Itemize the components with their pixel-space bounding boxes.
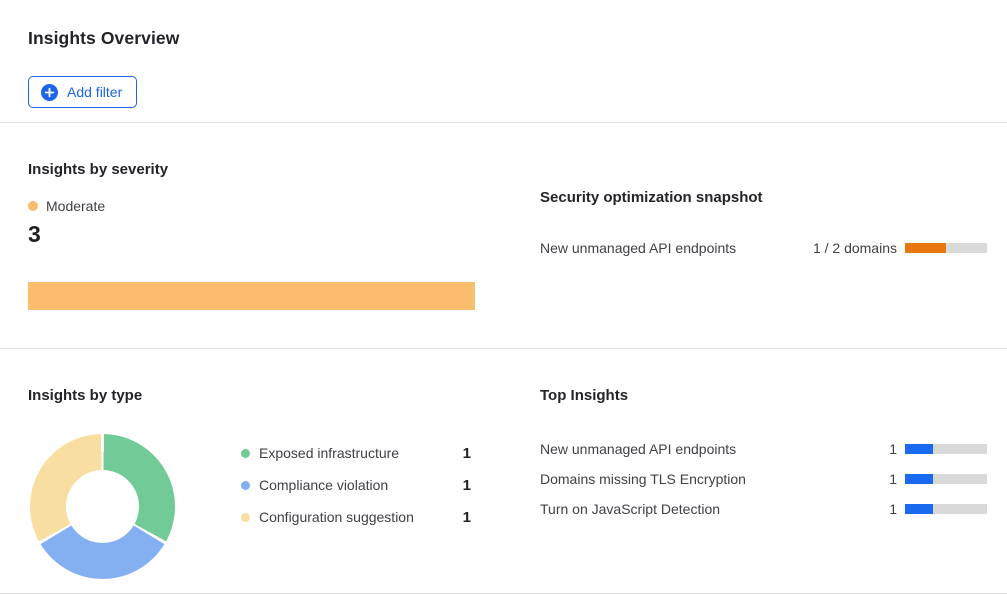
- add-filter-button[interactable]: Add filter: [28, 76, 138, 108]
- type-legend: Exposed infrastructure 1 Compliance viol…: [241, 437, 471, 533]
- severity-count: 3: [28, 221, 41, 247]
- top-insight-label: Turn on JavaScript Detection: [540, 501, 721, 517]
- top-insight-label: Domains missing TLS Encryption: [540, 471, 746, 487]
- top-insights-section-title: Top Insights: [540, 387, 629, 404]
- type-donut-chart: [30, 434, 175, 579]
- top-insight-bar: [905, 444, 987, 454]
- page-title: Insights Overview: [28, 28, 180, 48]
- type-legend-value: 1: [462, 476, 471, 494]
- snapshot-row: New unmanaged API endpoints 1 / 2 domain…: [540, 240, 987, 256]
- divider: [0, 348, 1007, 349]
- green-legend-dot: [241, 448, 250, 458]
- divider: [0, 122, 1007, 123]
- top-insight-bar-fill: [905, 474, 933, 484]
- snapshot-row-value: 1 / 2 domains: [812, 240, 897, 256]
- severity-legend-item[interactable]: Moderate: [28, 198, 105, 214]
- snapshot-progress-fill: [905, 243, 946, 253]
- type-legend-item-exposed-infrastructure[interactable]: Exposed infrastructure 1: [241, 437, 471, 469]
- top-insight-row-turn-on-javascript-detection: Turn on JavaScript Detection 1: [540, 494, 987, 524]
- type-section-title: Insights by type: [28, 387, 143, 404]
- snapshot-row-label: New unmanaged API endpoints: [540, 240, 737, 256]
- type-legend-label: Exposed infrastructure: [259, 445, 400, 461]
- snapshot-section-title: Security optimization snapshot: [540, 189, 763, 206]
- top-insight-bar: [905, 474, 987, 484]
- plus-circle-icon: [41, 83, 58, 101]
- blue-legend-dot: [241, 480, 250, 490]
- severity-legend-dot: [28, 201, 38, 211]
- severity-legend-label: Moderate: [46, 198, 106, 214]
- type-legend-item-configuration-suggestion[interactable]: Configuration suggestion 1: [241, 501, 471, 533]
- top-insight-row-domains-missing-tls-encryption: Domains missing TLS Encryption 1: [540, 464, 987, 494]
- type-legend-value: 1: [462, 508, 471, 526]
- top-insight-row-new-unmanaged-api-endpoints: New unmanaged API endpoints 1: [540, 434, 987, 464]
- top-insight-value: 1: [889, 501, 897, 517]
- type-legend-item-compliance-violation[interactable]: Compliance violation 1: [241, 469, 471, 501]
- add-filter-label: Add filter: [67, 84, 123, 100]
- severity-bar-chart: [28, 282, 475, 310]
- top-insight-bar-fill: [905, 444, 933, 454]
- top-insight-bar-fill: [905, 504, 933, 514]
- divider: [0, 593, 1007, 594]
- top-insight-value: 1: [889, 441, 897, 457]
- top-insight-label: New unmanaged API endpoints: [540, 441, 737, 457]
- type-legend-label: Configuration suggestion: [259, 509, 414, 525]
- top-insight-bar: [905, 504, 987, 514]
- top-insight-value: 1: [889, 471, 897, 487]
- severity-section-title: Insights by severity: [28, 161, 169, 178]
- type-legend-value: 1: [462, 444, 471, 462]
- snapshot-progress-bar: [905, 243, 987, 253]
- yellow-legend-dot: [241, 512, 250, 522]
- type-legend-label: Compliance violation: [259, 477, 389, 493]
- top-insights-list: New unmanaged API endpoints 1 Domains mi…: [540, 434, 987, 524]
